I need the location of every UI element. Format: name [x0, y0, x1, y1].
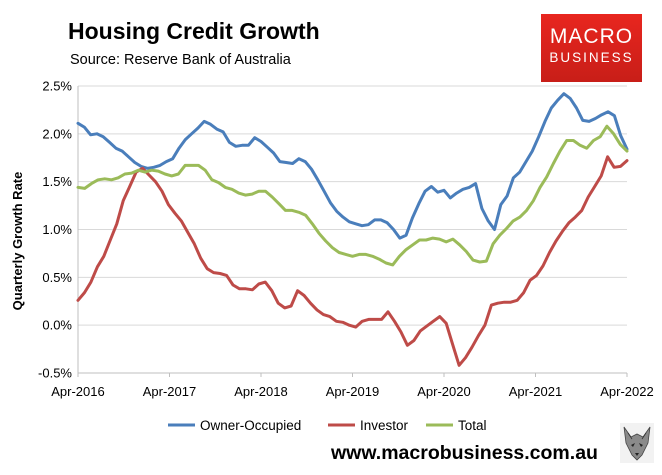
y-tick-label: 2.0%: [42, 126, 72, 141]
legend-label: Owner-Occupied: [200, 418, 301, 433]
logo-line-1: MACRO: [549, 25, 634, 48]
chart-source: Source: Reserve Bank of Australia: [70, 52, 291, 68]
x-axis-tick-labels: Apr-2016 Apr-2017 Apr-2018 Apr-2019 Apr-2020…: [51, 384, 653, 399]
chart-axes: [77, 86, 628, 377]
footer-url: www.macrobusiness.com.au: [331, 442, 598, 464]
x-tick-label: Apr-2020: [417, 384, 470, 399]
y-axis-label: Quarterly Growth Rate: [10, 172, 25, 311]
x-tick-label: Apr-2022: [600, 384, 653, 399]
y-tick-label: -0.5%: [38, 366, 72, 381]
chart-series: [76, 92, 629, 367]
logo-line-2: BUSINESS: [549, 50, 634, 65]
x-tick-label: Apr-2018: [234, 384, 287, 399]
series-line-owner-occupied: [76, 92, 629, 240]
fox-head-icon: [620, 423, 654, 463]
x-tick-label: Apr-2019: [326, 384, 379, 399]
x-tick-label: Apr-2016: [51, 384, 104, 399]
x-tick-label: Apr-2017: [143, 384, 196, 399]
y-tick-label: 0.5%: [42, 270, 72, 285]
macrobusiness-logo: MACRO BUSINESS: [541, 14, 642, 82]
y-axis-tick-labels: -0.5% 0.0% 0.5% 1.0% 1.5% 2.0% 2.5%: [38, 79, 72, 381]
y-tick-label: 1.5%: [42, 174, 72, 189]
legend-label: Total: [458, 418, 487, 433]
y-tick-label: 0.0%: [42, 318, 72, 333]
series-line-total: [76, 124, 629, 267]
legend-label: Investor: [360, 418, 409, 433]
chart-gridlines: [78, 85, 627, 374]
chart-title: Housing Credit Growth: [68, 18, 320, 44]
chart-legend: Owner-Occupied Investor Total: [168, 418, 487, 433]
x-tick-label: Apr-2021: [509, 384, 562, 399]
y-tick-label: 2.5%: [42, 79, 72, 94]
series-line-investor: [76, 155, 629, 367]
y-tick-label: 1.0%: [42, 222, 72, 237]
